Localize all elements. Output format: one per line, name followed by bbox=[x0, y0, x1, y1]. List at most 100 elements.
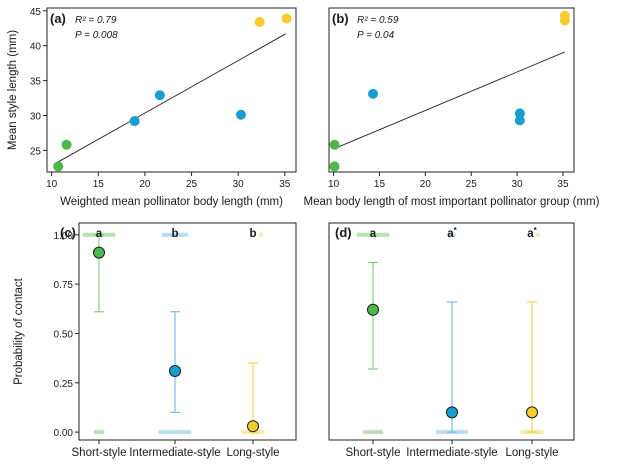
jitter-point-no-contact bbox=[167, 429, 173, 435]
y-tick-label: 0.50 bbox=[54, 329, 74, 340]
mean-point-long bbox=[247, 420, 259, 433]
y-tick-label: 40 bbox=[30, 42, 42, 53]
x-tick-label: 30 bbox=[512, 179, 524, 190]
y-axis-label: Probability of contact bbox=[13, 277, 25, 385]
jitter-point-no-contact bbox=[523, 429, 528, 435]
y-tick-label: 0.25 bbox=[54, 379, 74, 390]
x-tick-label: 25 bbox=[186, 179, 198, 190]
plot-frame-2 bbox=[78, 222, 297, 441]
jitter-point-contact bbox=[258, 232, 264, 238]
jitter-point-contact bbox=[171, 232, 176, 238]
jitter-point-contact bbox=[385, 232, 390, 238]
jitter-point-contact bbox=[82, 232, 87, 238]
significance-letter: a bbox=[96, 228, 103, 240]
x-tick-label: 10 bbox=[328, 179, 340, 190]
jitter-point-no-contact bbox=[369, 429, 374, 435]
panel-label: (c) bbox=[60, 225, 76, 240]
data-point-short bbox=[53, 161, 64, 172]
significance-letter: a bbox=[370, 228, 377, 240]
jitter-point-no-contact bbox=[375, 429, 381, 435]
significance-letter: a* bbox=[527, 226, 537, 240]
jitter-point-contact bbox=[378, 232, 384, 238]
x-tick-label: 20 bbox=[139, 179, 151, 190]
y-tick-label: 45 bbox=[30, 7, 42, 18]
panel-label: (d) bbox=[335, 225, 352, 240]
data-point-short bbox=[329, 139, 340, 150]
jitter-point-no-contact bbox=[378, 429, 384, 435]
jitter-point-no-contact bbox=[438, 429, 444, 435]
stat-r-squared: R² = 0.79 bbox=[75, 15, 117, 26]
x-tick-label: 35 bbox=[557, 179, 569, 190]
data-point-short bbox=[329, 161, 340, 172]
jitter-point-contact bbox=[359, 232, 365, 238]
jitter-point-contact bbox=[369, 232, 374, 238]
jitter-point-contact bbox=[362, 232, 368, 238]
data-point-intermediate bbox=[514, 108, 525, 119]
x-tick-label: 20 bbox=[420, 179, 432, 190]
x-tick-label: Intermediate-style bbox=[406, 447, 497, 459]
jitter-point-no-contact bbox=[536, 429, 541, 435]
jitter-point-no-contact bbox=[372, 429, 377, 435]
panel-label: (b) bbox=[332, 11, 349, 26]
x-tick-label: Short-style bbox=[346, 447, 401, 459]
stat-r-squared: R² = 0.59 bbox=[357, 15, 399, 26]
x-axis-label: Weighted mean pollinator body length (mm… bbox=[60, 196, 283, 208]
jitter-point-no-contact bbox=[457, 429, 463, 435]
x-tick-label: 10 bbox=[46, 179, 58, 190]
jitter-point-contact bbox=[451, 232, 456, 238]
jitter-point-no-contact bbox=[257, 429, 262, 435]
jitter-point-no-contact bbox=[520, 429, 525, 435]
jitter-point-no-contact bbox=[435, 429, 440, 435]
jitter-point-contact bbox=[104, 232, 110, 238]
x-tick-label: 35 bbox=[279, 179, 291, 190]
jitter-point-contact bbox=[183, 232, 189, 238]
jitter-point-contact bbox=[448, 232, 453, 238]
jitter-point-no-contact bbox=[365, 429, 371, 435]
mean-point-long bbox=[526, 406, 538, 419]
jitter-point-contact bbox=[365, 232, 371, 238]
data-point-intermediate bbox=[514, 115, 525, 126]
stat-p-value: P = 0.04 bbox=[357, 30, 395, 41]
jitter-point-no-contact bbox=[187, 429, 192, 435]
y-tick-label: 30 bbox=[30, 111, 42, 122]
jitter-point-no-contact bbox=[460, 429, 466, 435]
stat-p-value: P = 0.008 bbox=[75, 30, 118, 41]
jitter-point-contact bbox=[535, 232, 541, 238]
jitter-point-contact bbox=[381, 232, 387, 238]
y-axis-label: Mean style length (mm) bbox=[7, 30, 19, 150]
data-point-long bbox=[559, 10, 570, 21]
data-point-short bbox=[61, 139, 72, 150]
y-tick-label: 25 bbox=[30, 146, 42, 157]
jitter-point-contact bbox=[372, 232, 377, 238]
jitter-point-no-contact bbox=[441, 429, 447, 435]
jitter-point-no-contact bbox=[174, 429, 179, 435]
y-tick-label: 1.00 bbox=[54, 231, 74, 242]
jitter-point-contact bbox=[161, 232, 167, 238]
data-point-long bbox=[281, 13, 292, 24]
data-point-intermediate bbox=[368, 88, 379, 99]
significance-letter: b bbox=[249, 228, 256, 240]
jitter-point-contact bbox=[164, 232, 170, 238]
significance-asterisk: * bbox=[534, 226, 538, 235]
jitter-point-no-contact bbox=[96, 429, 102, 435]
jitter-point-no-contact bbox=[171, 429, 176, 435]
jitter-point-no-contact bbox=[260, 429, 265, 435]
data-point-intermediate bbox=[129, 116, 140, 127]
x-tick-label: 25 bbox=[466, 179, 478, 190]
data-point-long bbox=[254, 16, 265, 27]
jitter-point-contact bbox=[107, 232, 113, 238]
jitter-point-contact bbox=[375, 232, 381, 238]
jitter-point-contact bbox=[88, 232, 94, 238]
x-tick-label: 15 bbox=[93, 179, 105, 190]
y-tick-label: 35 bbox=[30, 77, 42, 88]
y-tick-label: 0.75 bbox=[54, 280, 74, 291]
y-tick-label: 0.00 bbox=[54, 428, 74, 439]
jitter-point-contact bbox=[111, 232, 116, 238]
jitter-point-no-contact bbox=[244, 429, 249, 435]
mean-point-intermediate bbox=[169, 364, 181, 377]
jitter-point-no-contact bbox=[180, 429, 186, 435]
x-axis-label: Mean body length of most important polli… bbox=[304, 196, 600, 208]
data-point-intermediate bbox=[154, 90, 165, 101]
mean-point-short bbox=[367, 303, 379, 316]
